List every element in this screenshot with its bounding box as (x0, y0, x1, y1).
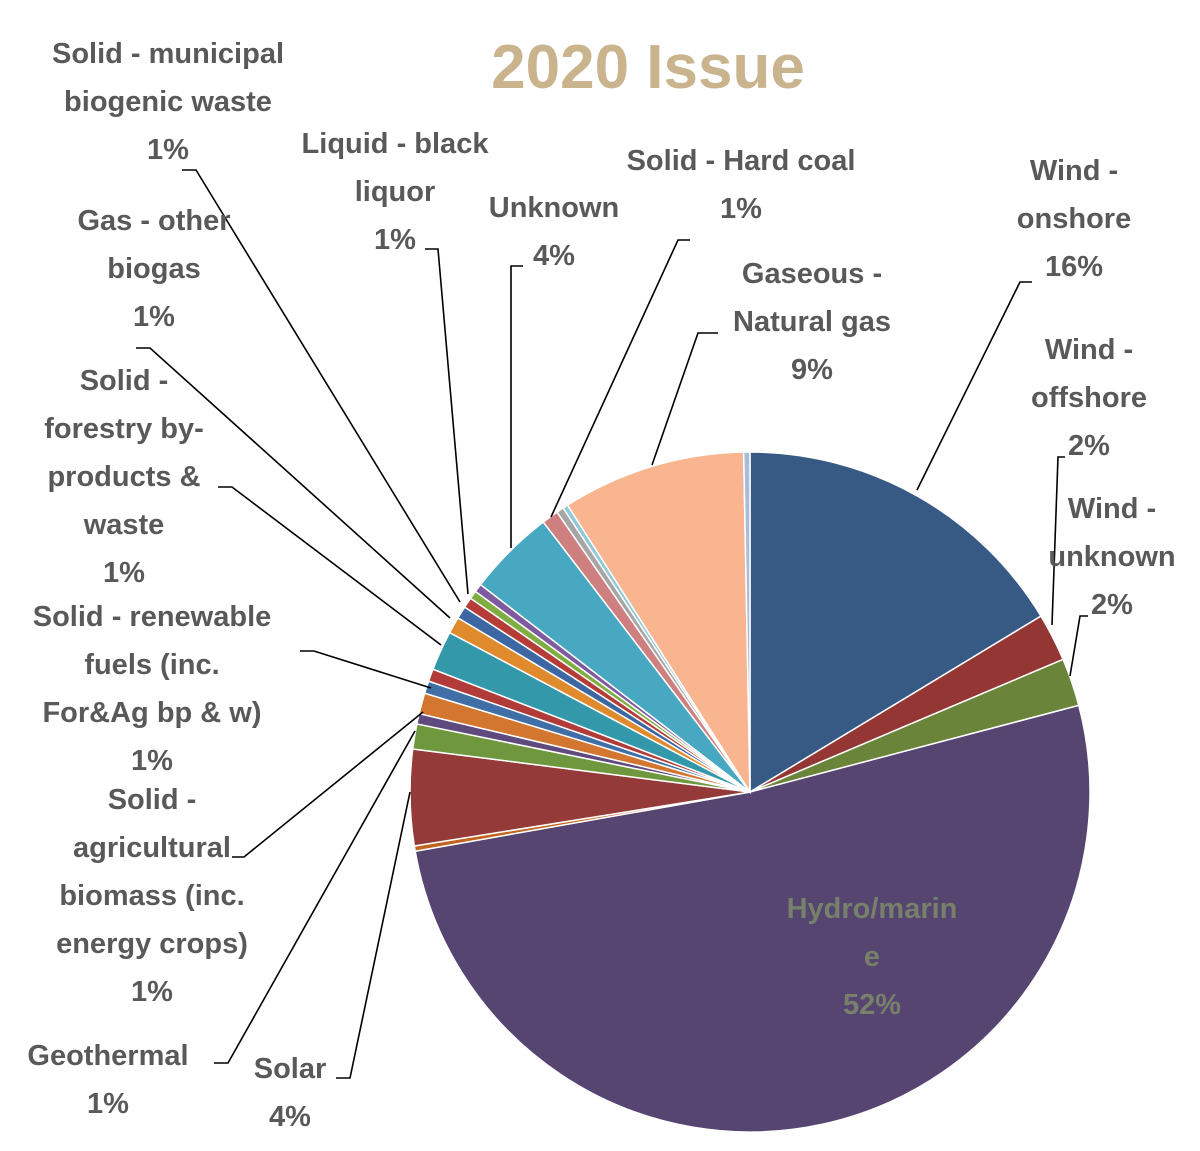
pie-slice-hydro-marine-3 (414, 704, 1091, 1133)
leader-line-wind-onshore (916, 281, 1032, 491)
leader-line-geothermal (214, 730, 416, 1064)
chart-title: 2020 Issue (491, 33, 805, 102)
leader-line-renewable-fuels (300, 650, 432, 689)
data-label-geothermal: Geothermal 1% (27, 1040, 188, 1120)
data-label-wind-unknown: Wind -unknown 2% (1048, 493, 1175, 621)
leader-line-unknown (510, 265, 523, 548)
leader-line-solid-hard-coal (550, 239, 690, 518)
leader-line-liquid-black-liquor (425, 248, 469, 595)
data-label-wind-offshore: Wind -offshore 2% (1031, 334, 1147, 462)
chart-labels: 2020 Issue Solid - municipal biogenic was… (27, 33, 1175, 1133)
data-label-renewable-fuels: Solid - renewable fuels (inc. For&Ag bp & … (33, 601, 272, 777)
data-label-unknown: Unknown 4% (489, 192, 620, 272)
leader-line-wind-offshore (1051, 456, 1065, 626)
data-label-gaseous-natural-gas: Gaseous -Natural gas 9% (733, 258, 891, 386)
pie-slice-wind-onshore-0 (749, 451, 1042, 794)
data-label-solar: Solar 4% (254, 1053, 327, 1133)
leader-line-solar (336, 791, 411, 1079)
data-label-gas-other-biogas: Gas - other biogas 1% (77, 205, 230, 333)
data-label-forestry-by-products: Solid -forestry by-products & waste 1% (44, 365, 204, 589)
pie-slice-slice-22 (742, 451, 751, 793)
data-label-agricultural-biomass: Solid -agricultural biomass (inc. energy c… (56, 784, 248, 1008)
data-label-liquid-black-liquor: Liquid - black liquor 1% (302, 128, 490, 256)
leader-line-agricultural-biomass (232, 711, 424, 858)
pie-slice-gaseous-natural-gas-21 (566, 451, 751, 795)
data-label-solid-hard-coal: Solid - Hard coal 1% (627, 145, 856, 225)
leader-line-wind-unknown (1069, 615, 1088, 677)
data-label-municipal-biogenic-waste: Solid - municipal biogenic waste 1% (52, 38, 284, 166)
data-label-hydro-marine: Hydro/marin e 52% (787, 893, 958, 1021)
leader-line-forestry-by-products (218, 486, 442, 646)
data-label-wind-onshore: Wind -onshore 16% (1017, 155, 1131, 283)
leader-line-municipal-biogenic-waste (182, 169, 461, 603)
leader-line-gaseous-natural-gas (651, 332, 718, 466)
leader-line-gas-other-biogas (136, 347, 451, 619)
leader-lines (136, 169, 1088, 1079)
pie-slices (409, 451, 1091, 1133)
